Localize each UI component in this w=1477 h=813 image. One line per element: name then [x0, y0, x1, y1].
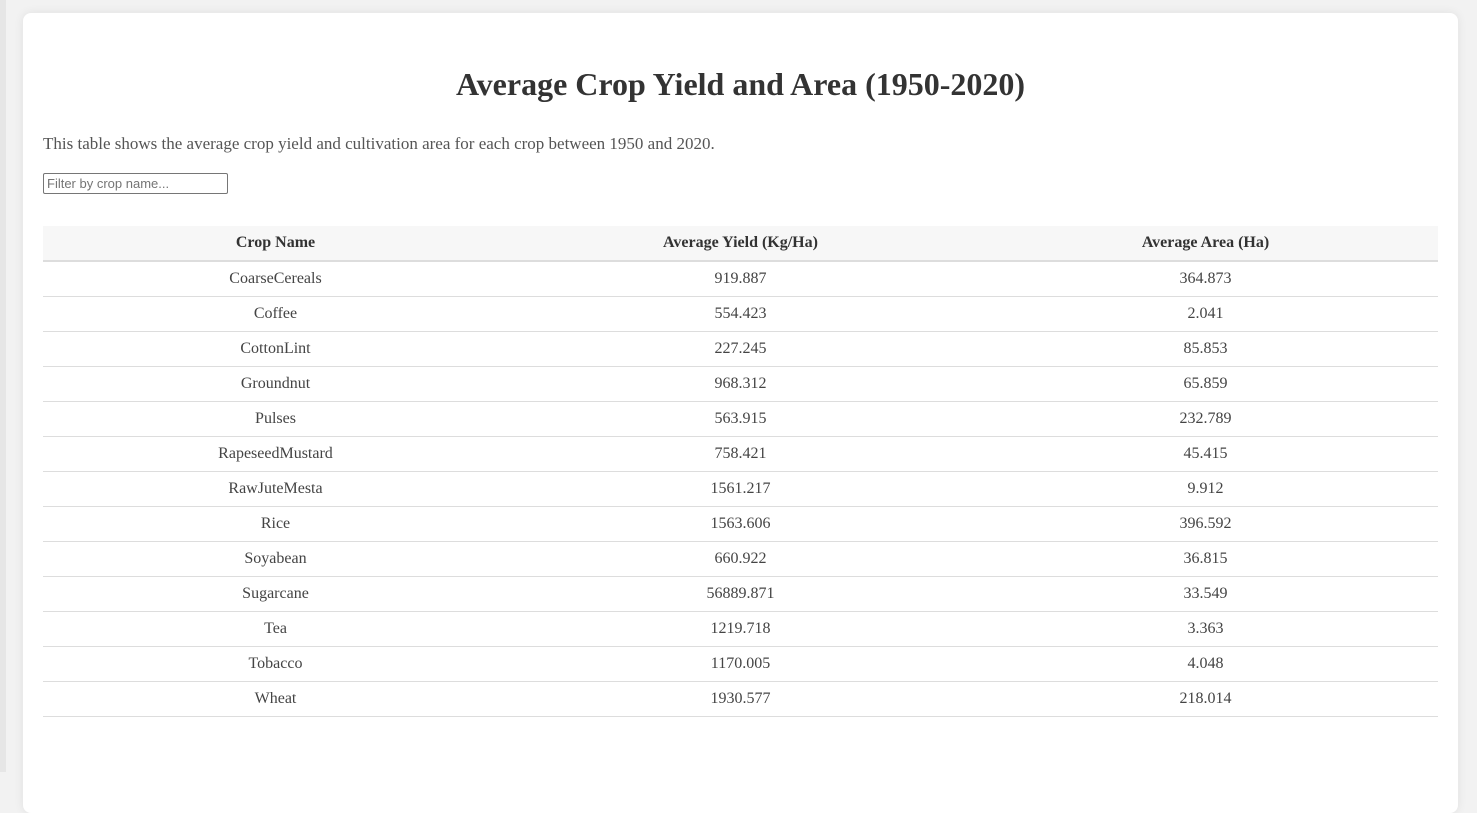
cell-crop-name: Tobacco: [43, 646, 508, 682]
cell-average-yield: 56889.871: [508, 576, 973, 612]
cell-average-area: 364.873: [973, 261, 1438, 297]
cell-crop-name: CottonLint: [43, 331, 508, 367]
table-row: Coffee 554.423 2.041: [43, 296, 1438, 332]
cell-average-area: 218.014: [973, 681, 1438, 717]
table-body: CoarseCereals 919.887 364.873 Coffee 554…: [43, 261, 1438, 717]
cell-average-yield: 1170.005: [508, 646, 973, 682]
table-row: RawJuteMesta 1561.217 9.912: [43, 471, 1438, 507]
cell-crop-name: Rice: [43, 506, 508, 542]
cell-average-area: 65.859: [973, 366, 1438, 402]
cell-average-area: 36.815: [973, 541, 1438, 577]
header-average-yield: Average Yield (Kg/Ha): [508, 226, 973, 262]
table-row: Sugarcane 56889.871 33.549: [43, 576, 1438, 612]
cell-crop-name: Wheat: [43, 681, 508, 717]
crop-filter-input[interactable]: [43, 173, 228, 194]
cell-crop-name: CoarseCereals: [43, 261, 508, 297]
cell-average-area: 45.415: [973, 436, 1438, 472]
table-row: RapeseedMustard 758.421 45.415: [43, 436, 1438, 472]
cell-average-area: 3.363: [973, 611, 1438, 647]
cell-average-yield: 758.421: [508, 436, 973, 472]
table-row: Rice 1563.606 396.592: [43, 506, 1438, 542]
cell-crop-name: Soyabean: [43, 541, 508, 577]
cell-average-yield: 227.245: [508, 331, 973, 367]
cell-average-area: 396.592: [973, 506, 1438, 542]
cell-average-area: 232.789: [973, 401, 1438, 437]
cell-average-area: 85.853: [973, 331, 1438, 367]
cell-average-yield: 1563.606: [508, 506, 973, 542]
cell-average-area: 33.549: [973, 576, 1438, 612]
cell-average-yield: 968.312: [508, 366, 973, 402]
cell-crop-name: RawJuteMesta: [43, 471, 508, 507]
cell-average-yield: 1930.577: [508, 681, 973, 717]
table-header: Crop Name Average Yield (Kg/Ha) Average …: [43, 226, 1438, 262]
cell-crop-name: Groundnut: [43, 366, 508, 402]
page-description: This table shows the average crop yield …: [43, 134, 715, 153]
cell-crop-name: Pulses: [43, 401, 508, 437]
cell-crop-name: Sugarcane: [43, 576, 508, 612]
table-row: Pulses 563.915 232.789: [43, 401, 1438, 437]
cell-average-area: 2.041: [973, 296, 1438, 332]
table-row: Wheat 1930.577 218.014: [43, 681, 1438, 717]
cell-average-yield: 1219.718: [508, 611, 973, 647]
cell-crop-name: Coffee: [43, 296, 508, 332]
cell-average-yield: 1561.217: [508, 471, 973, 507]
table-row: Groundnut 968.312 65.859: [43, 366, 1438, 402]
cell-average-area: 4.048: [973, 646, 1438, 682]
header-average-area: Average Area (Ha): [973, 226, 1438, 262]
cell-average-yield: 660.922: [508, 541, 973, 577]
page-left-edge: [0, 0, 6, 772]
content-card: Average Crop Yield and Area (1950-2020) …: [23, 13, 1458, 813]
table-row: Tea 1219.718 3.363: [43, 611, 1438, 647]
cell-average-yield: 554.423: [508, 296, 973, 332]
table-row: Soyabean 660.922 36.815: [43, 541, 1438, 577]
header-crop-name: Crop Name: [43, 226, 508, 262]
page-title: Average Crop Yield and Area (1950-2020): [455, 66, 1026, 102]
table-row: CottonLint 227.245 85.853: [43, 331, 1438, 367]
cell-crop-name: RapeseedMustard: [43, 436, 508, 472]
table-row: CoarseCereals 919.887 364.873: [43, 261, 1438, 297]
cell-average-yield: 563.915: [508, 401, 973, 437]
cell-average-yield: 919.887: [508, 261, 973, 297]
table-header-row: Crop Name Average Yield (Kg/Ha) Average …: [43, 226, 1438, 262]
table-row: Tobacco 1170.005 4.048: [43, 646, 1438, 682]
cell-average-area: 9.912: [973, 471, 1438, 507]
crop-table: Crop Name Average Yield (Kg/Ha) Average …: [43, 226, 1438, 717]
cell-crop-name: Tea: [43, 611, 508, 647]
